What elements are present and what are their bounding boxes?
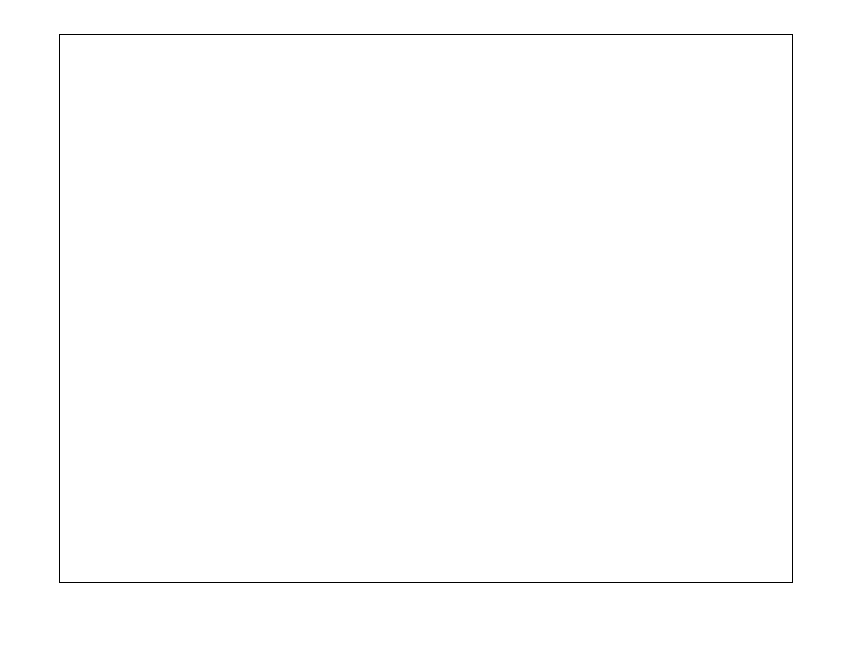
map-canvas	[60, 35, 792, 582]
colorbar	[794, 110, 860, 514]
map-plot-area	[59, 34, 793, 583]
